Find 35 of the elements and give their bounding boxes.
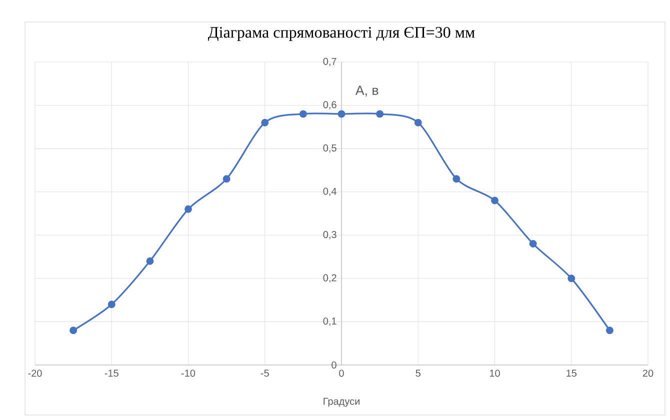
point: [568, 274, 576, 282]
x-tick-label: -20: [28, 370, 42, 377]
x-tick-label: -10: [181, 370, 196, 377]
x-tick-label: 10: [490, 370, 500, 377]
x-axis-title: Градуси: [324, 398, 360, 407]
point: [529, 240, 537, 248]
y-tick-label: 0,2: [323, 274, 336, 283]
y-tick-label: 0,1: [323, 318, 336, 326]
y-tick-label: 0,6: [323, 101, 336, 110]
x-tick-label: 0: [339, 370, 344, 377]
point: [108, 300, 116, 308]
point: [606, 326, 614, 334]
y-tick-label: 0,4: [323, 188, 336, 196]
point: [491, 196, 498, 204]
point: [146, 257, 154, 265]
y-tick-label: 0,3: [323, 231, 336, 240]
y-tick-label: 0,7: [323, 58, 336, 66]
point: [376, 110, 384, 118]
y-tick-label: 0,5: [323, 144, 336, 153]
point: [222, 175, 230, 183]
x-tick-label: -5: [260, 370, 269, 377]
x-tick-label: 20: [642, 370, 654, 377]
point: [184, 205, 192, 213]
point: [452, 175, 460, 183]
point: [299, 110, 307, 118]
point: [261, 118, 269, 126]
y-tick-label: 0: [332, 361, 336, 369]
point: [338, 110, 346, 118]
point: [70, 326, 78, 334]
x-tick-label: 15: [566, 370, 577, 377]
x-tick-label: -15: [104, 370, 118, 377]
x-tick-label: 5: [416, 370, 420, 377]
chart-title: Діаграма спрямованості для ЄП=30 мм: [208, 26, 475, 42]
y-axis-title: А, в: [355, 86, 378, 97]
point: [414, 118, 422, 126]
